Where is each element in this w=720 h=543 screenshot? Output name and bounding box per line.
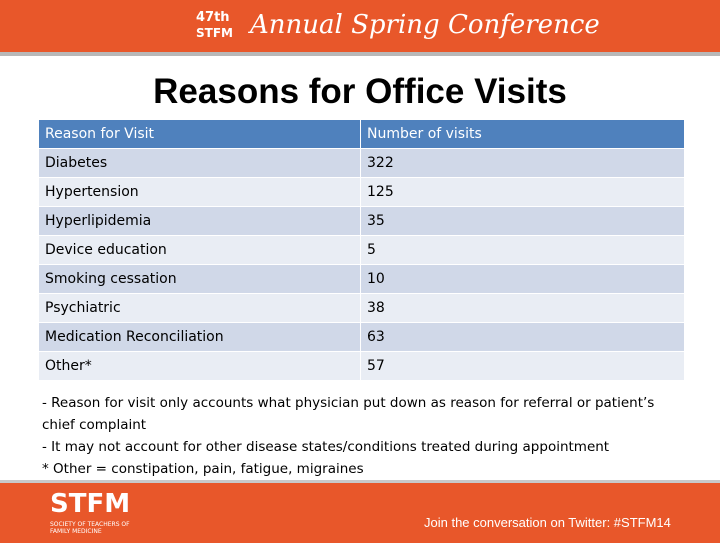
cell: Medication Reconciliation: [38, 322, 361, 352]
cell: 322: [360, 148, 685, 178]
note: - Reason for visit only accounts what ph…: [42, 395, 655, 433]
cell: 10: [360, 264, 685, 294]
column-header: Number of visits: [360, 119, 685, 149]
note: * Other = constipation, pain, fatigue, m…: [42, 461, 364, 477]
edition: 47th: [196, 10, 230, 25]
cell: Hyperlipidemia: [38, 206, 361, 236]
note: - It may not account for other disease s…: [42, 439, 610, 455]
society: SOCIETY OF TEACHERS OF FAMILY MEDICINE: [50, 521, 130, 535]
table-row: Psychiatric 38: [38, 293, 685, 323]
cell: 35: [360, 206, 685, 236]
cell: Other*: [38, 351, 361, 381]
cell: Psychiatric: [38, 293, 361, 323]
table-row: Other* 57: [38, 351, 685, 381]
cell: 38: [360, 293, 685, 323]
twitter: Join the conversation on Twitter: #STFM1…: [424, 515, 671, 530]
cell: 5: [360, 235, 685, 265]
title: Reasons for Office Visits: [153, 72, 567, 111]
logo: STFM: [50, 489, 131, 519]
table-row: Device education 5: [38, 235, 685, 265]
header-row: Reason for Visit Number of visits: [38, 119, 685, 149]
cell: 125: [360, 177, 685, 207]
notes: - Reason for visit only accounts what ph…: [42, 392, 682, 480]
cell: Smoking cessation: [38, 264, 361, 294]
table-row: Smoking cessation 10: [38, 264, 685, 294]
footer-band: STFM SOCIETY OF TEACHERS OF FAMILY MEDIC…: [0, 480, 720, 543]
cell: Device education: [38, 235, 361, 265]
table-row: Diabetes 322: [38, 148, 685, 178]
cell: 57: [360, 351, 685, 381]
table-row: Hyperlipidemia 35: [38, 206, 685, 236]
cell: Hypertension: [38, 177, 361, 207]
header-band: 47th STFM Annual Spring Conference: [0, 0, 720, 56]
cell: Diabetes: [38, 148, 361, 178]
conference: Annual Spring Conference: [250, 10, 600, 40]
org: STFM: [196, 26, 233, 40]
table-row: Medication Reconciliation 63: [38, 322, 685, 352]
table-row: Hypertension 125: [38, 177, 685, 207]
column-header: Reason for Visit: [38, 119, 361, 149]
table: Reason for Visit Number of visits Diabetes…: [38, 119, 685, 381]
cell: 63: [360, 322, 685, 352]
